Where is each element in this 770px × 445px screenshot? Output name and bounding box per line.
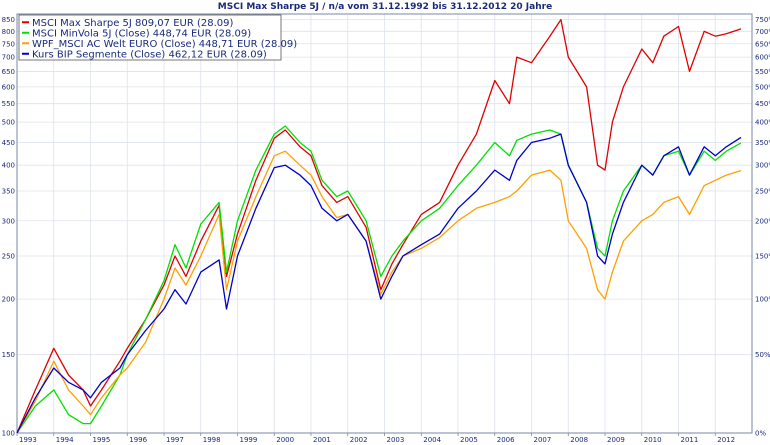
- legend-box: [18, 14, 282, 61]
- y-tick-left: 850: [2, 16, 15, 24]
- y-tick-right: 100%: [755, 296, 770, 304]
- x-tick-label: 1995: [93, 436, 111, 444]
- y-tick-right: 400%: [755, 119, 770, 127]
- series-line-kurs-bip-segmente-close: [16, 133, 742, 434]
- x-tick-label: 2012: [717, 436, 735, 444]
- x-tick-label: 2006: [497, 436, 515, 444]
- y-tick-left: 700: [2, 54, 15, 62]
- x-tick-label: 2002: [350, 436, 368, 444]
- x-tick-label: 2008: [570, 436, 588, 444]
- x-tick-label: 2001: [313, 436, 331, 444]
- y-tick-left: 250: [2, 252, 15, 260]
- grid: [16, 14, 752, 434]
- y-tick-right: 700%: [755, 28, 770, 36]
- axes: 100 0% 150 50% 200 100% 250 150% 300 200% 350 250% 4…: [2, 16, 770, 444]
- x-tick-label: 1999: [240, 436, 258, 444]
- y-tick-right: 150%: [755, 252, 770, 260]
- y-tick-left: 800: [2, 28, 15, 36]
- y-tick-right: 350%: [755, 139, 770, 147]
- y-tick-right: 650%: [755, 40, 770, 48]
- x-tick-label: 1998: [203, 436, 221, 444]
- x-tick-label: 2004: [423, 436, 441, 444]
- x-tick-label: 1996: [129, 436, 147, 444]
- y-tick-right: 300%: [755, 162, 770, 170]
- legend-entry: MSCI Max Sharpe 5J 809,07 EUR (28.09): [32, 18, 233, 29]
- series-line-msci-minvola-5j-close: [16, 125, 742, 434]
- x-tick-label: 1994: [56, 436, 74, 444]
- series-line-wpf-msci-ac-welt-euro-close: [16, 150, 742, 434]
- y-tick-left: 550: [2, 100, 15, 108]
- y-tick-right: 450%: [755, 100, 770, 108]
- y-tick-right: 550%: [755, 68, 770, 76]
- y-tick-left: 350: [2, 188, 15, 196]
- y-tick-right: 750%: [755, 16, 770, 24]
- x-tick-label: 2007: [534, 436, 552, 444]
- legend-entry: Kurs BIP Segmente (Close) 462,12 EUR (28…: [32, 49, 267, 60]
- y-tick-left: 600: [2, 83, 15, 91]
- y-tick-left: 650: [2, 68, 15, 76]
- legend-entry: WPF_MSCI AC Welt EURO (Close) 448,71 EUR…: [32, 39, 297, 50]
- x-tick-label: 2010: [644, 436, 662, 444]
- y-tick-right: 250%: [755, 188, 770, 196]
- x-tick-label: 2009: [607, 436, 625, 444]
- x-tick-label: 1993: [19, 436, 37, 444]
- y-tick-right: 50%: [755, 351, 770, 359]
- x-tick-label: 2000: [276, 436, 294, 444]
- legend-entry: MSCI MinVola 5J (Close) 448,74 EUR (28.0…: [32, 28, 251, 39]
- series-group: [16, 18, 742, 434]
- y-tick-right: 200%: [755, 217, 770, 225]
- y-tick-right: 500%: [755, 83, 770, 91]
- y-tick-right: 600%: [755, 54, 770, 62]
- y-tick-left: 200: [2, 296, 15, 304]
- y-tick-left: 750: [2, 40, 15, 48]
- x-tick-label: 2005: [460, 436, 478, 444]
- y-tick-left: 150: [2, 351, 15, 359]
- y-tick-left: 300: [2, 217, 15, 225]
- y-tick-left: 450: [2, 139, 15, 147]
- x-tick-label: 2003: [387, 436, 405, 444]
- chart-title: MSCI Max Sharpe 5J / n/a vom 31.12.1992 …: [218, 2, 552, 12]
- x-tick-label: 2011: [681, 436, 699, 444]
- legend: MSCI Max Sharpe 5J 809,07 EUR (28.09)MSC…: [18, 14, 297, 61]
- y-tick-left: 500: [2, 119, 15, 127]
- y-tick-left: 400: [2, 162, 15, 170]
- y-tick-right: 0%: [755, 430, 766, 438]
- x-tick-label: 1997: [166, 436, 184, 444]
- y-tick-left: 100: [2, 430, 15, 438]
